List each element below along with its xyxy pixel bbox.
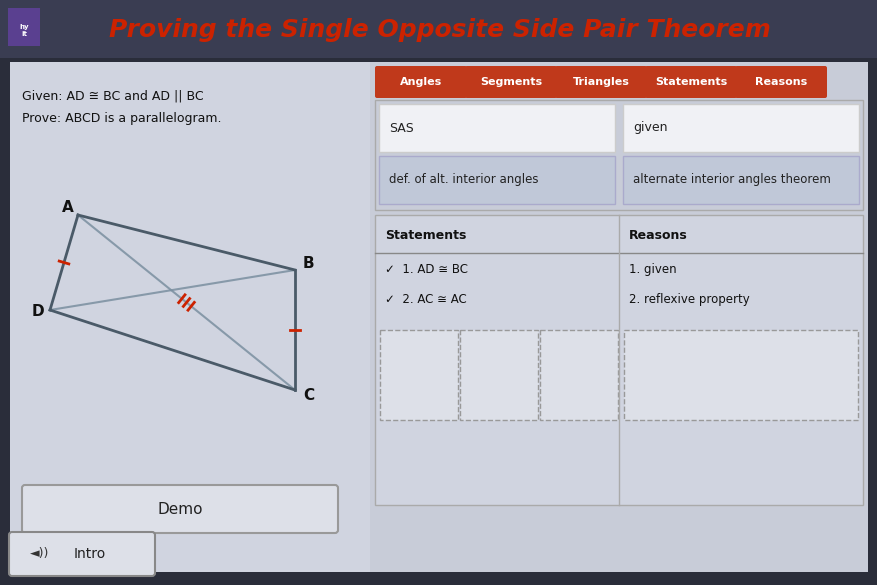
Bar: [623, 104, 858, 152]
Bar: [460, 330, 538, 420]
Bar: [374, 62, 862, 572]
Bar: [374, 100, 862, 210]
Bar: [624, 330, 857, 420]
Bar: [380, 330, 458, 420]
Text: A: A: [62, 199, 74, 215]
Text: B: B: [303, 256, 314, 271]
FancyBboxPatch shape: [554, 66, 646, 98]
Text: Angles: Angles: [399, 77, 442, 87]
FancyBboxPatch shape: [9, 532, 155, 576]
Text: ✓  1. AD ≅ BC: ✓ 1. AD ≅ BC: [384, 263, 467, 276]
Text: hy
it: hy it: [19, 23, 29, 36]
Text: def. of alt. interior angles: def. of alt. interior angles: [389, 174, 538, 187]
Bar: [10, 62, 867, 572]
Text: Proving the Single Opposite Side Pair Theorem: Proving the Single Opposite Side Pair Th…: [109, 18, 770, 42]
Text: Triangles: Triangles: [572, 77, 629, 87]
Bar: [379, 104, 614, 152]
FancyBboxPatch shape: [374, 66, 467, 98]
Text: Statements: Statements: [384, 229, 466, 242]
Bar: [623, 156, 858, 204]
Text: SAS: SAS: [389, 122, 413, 135]
FancyBboxPatch shape: [734, 66, 826, 98]
Text: alternate interior angles theorem: alternate interior angles theorem: [632, 174, 830, 187]
Bar: [8, 8, 40, 46]
Text: Intro: Intro: [74, 547, 106, 561]
Text: Segments: Segments: [480, 77, 541, 87]
Text: given: given: [632, 122, 667, 135]
Text: C: C: [303, 388, 314, 404]
Text: 1. given: 1. given: [628, 263, 676, 276]
Bar: [374, 215, 862, 505]
FancyBboxPatch shape: [465, 66, 556, 98]
Text: Given: AD ≅ BC and AD || BC: Given: AD ≅ BC and AD || BC: [22, 90, 203, 103]
Text: D: D: [32, 305, 45, 319]
Text: 2. reflexive property: 2. reflexive property: [628, 293, 749, 306]
Text: Reasons: Reasons: [754, 77, 806, 87]
FancyBboxPatch shape: [22, 485, 338, 533]
Bar: [539, 330, 617, 420]
FancyBboxPatch shape: [645, 66, 736, 98]
Bar: [10, 62, 369, 572]
Text: Statements: Statements: [654, 77, 726, 87]
Bar: [379, 156, 614, 204]
Text: ✓  2. AC ≅ AC: ✓ 2. AC ≅ AC: [384, 293, 467, 306]
Text: Demo: Demo: [157, 501, 203, 517]
Text: Reasons: Reasons: [628, 229, 687, 242]
Bar: [0, 0, 877, 58]
Text: Prove: ABCD is a parallelogram.: Prove: ABCD is a parallelogram.: [22, 112, 221, 125]
Text: ◄)): ◄)): [30, 548, 49, 560]
